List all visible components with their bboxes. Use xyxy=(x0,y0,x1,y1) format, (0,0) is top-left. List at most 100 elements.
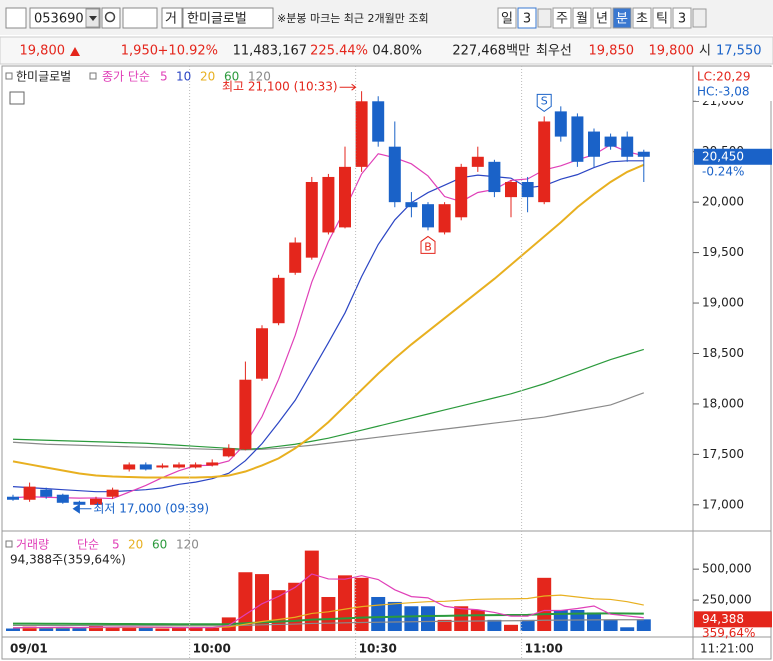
sell-label: S xyxy=(541,94,548,107)
period-button[interactable] xyxy=(572,7,592,29)
volume-bar xyxy=(421,606,435,631)
volume-bar xyxy=(487,619,502,631)
price-pane xyxy=(7,91,650,505)
candle-body xyxy=(189,464,202,468)
quote-bar xyxy=(0,36,773,65)
name-box[interactable] xyxy=(182,7,274,29)
menu-icon[interactable] xyxy=(5,7,27,29)
period-dropdown[interactable] xyxy=(537,8,552,28)
period-dropdown[interactable] xyxy=(692,8,707,28)
stock-code[interactable]: 053690 xyxy=(34,12,84,27)
candle-body xyxy=(488,161,501,193)
legend-item[interactable]: 60 xyxy=(224,70,239,84)
last-price-box xyxy=(694,148,772,165)
volume-bar xyxy=(620,627,635,631)
candle-body xyxy=(422,204,434,228)
last-price: 20,450 xyxy=(702,149,744,163)
legend-item[interactable]: 5 xyxy=(160,70,168,84)
ask: 19,850 xyxy=(589,44,635,59)
legend-item[interactable]: 120 xyxy=(176,538,199,552)
period-button[interactable] xyxy=(632,7,652,29)
candle-body xyxy=(222,448,235,457)
candle-body xyxy=(322,176,335,233)
legend-item[interactable]: 20 xyxy=(128,538,143,552)
amount: 227,468백만 xyxy=(452,44,530,59)
period-button[interactable] xyxy=(497,7,517,29)
volume-legend: 거래량 단순 94,388주(359,64%) xyxy=(5,538,126,567)
period-label: 년 xyxy=(596,12,608,27)
sell-mark xyxy=(536,93,552,113)
legend-item[interactable]: 120 xyxy=(248,70,271,84)
volume-bar xyxy=(404,606,419,631)
candle-body xyxy=(571,116,584,162)
ma-line xyxy=(12,392,645,451)
candle-body xyxy=(355,101,368,167)
volume-bar xyxy=(72,627,87,631)
code-box[interactable] xyxy=(29,7,101,29)
dropdown-arrow xyxy=(89,16,97,21)
candle-body xyxy=(388,146,401,203)
notice: ※분봉 마크는 최근 2개월만 조회 xyxy=(277,12,429,25)
volume-bar xyxy=(603,619,618,631)
period-button[interactable] xyxy=(612,7,632,29)
last-volume: 94,388 xyxy=(702,612,744,626)
period-button[interactable] xyxy=(552,7,572,29)
period-button[interactable] xyxy=(672,7,692,29)
candle-body xyxy=(272,277,285,324)
volume-bar xyxy=(587,612,601,631)
period-button[interactable] xyxy=(652,7,672,29)
candle-body xyxy=(256,328,268,379)
volume: 11,483,167 xyxy=(233,44,307,59)
period-button[interactable] xyxy=(517,7,537,29)
legend-item[interactable]: 10 xyxy=(176,70,191,84)
last-volume-box xyxy=(694,611,772,628)
candle-body xyxy=(90,498,102,505)
last-change: -0.24% xyxy=(702,164,744,178)
sound-button[interactable] xyxy=(122,7,158,29)
ma-line xyxy=(12,163,645,479)
ma-line xyxy=(12,348,644,450)
candle-body xyxy=(305,181,318,258)
candle-body xyxy=(56,494,69,503)
candle-body xyxy=(206,462,219,466)
period-label: 3 xyxy=(523,12,531,27)
x-tick-label: 10:00 xyxy=(193,642,231,656)
open-price: 17,550 xyxy=(716,44,762,59)
volume-pane xyxy=(6,550,651,631)
time-label: 11:21:00 xyxy=(700,642,754,656)
legend-box xyxy=(89,72,97,80)
volume-bar xyxy=(288,582,303,631)
ma-line xyxy=(13,619,644,627)
candle-body xyxy=(339,166,351,228)
period-label: 3 xyxy=(678,12,686,27)
label-bg xyxy=(696,67,772,101)
ma-line xyxy=(12,573,644,629)
period-label: 틱 xyxy=(656,12,668,27)
y-tick-label: 18,500 xyxy=(702,346,744,360)
volume-bar xyxy=(89,626,103,631)
open-label: 시 xyxy=(699,44,711,59)
market-box[interactable] xyxy=(161,7,183,29)
grid-icon[interactable] xyxy=(9,91,25,105)
candle-body xyxy=(106,489,119,497)
volume-bar xyxy=(122,626,137,631)
candle-body xyxy=(289,242,302,273)
candle-body xyxy=(471,156,484,167)
period-button[interactable] xyxy=(592,7,612,29)
candle-body xyxy=(604,136,617,147)
volume-bar xyxy=(537,577,552,631)
period-label: 주 xyxy=(556,12,568,27)
volume-value-label: 94,388주(359,64%) xyxy=(10,553,126,567)
price: 19,800 xyxy=(20,44,66,59)
search-button[interactable] xyxy=(101,7,121,29)
price-title: 한미글로벌 xyxy=(16,70,71,84)
up-arrow xyxy=(70,47,80,56)
legend-item[interactable]: 20 xyxy=(200,70,215,84)
legend-item[interactable]: 5 xyxy=(112,538,120,552)
y-tick-label: 17,500 xyxy=(702,447,744,461)
market: 거 xyxy=(165,12,177,27)
legend-item[interactable]: 60 xyxy=(152,538,167,552)
